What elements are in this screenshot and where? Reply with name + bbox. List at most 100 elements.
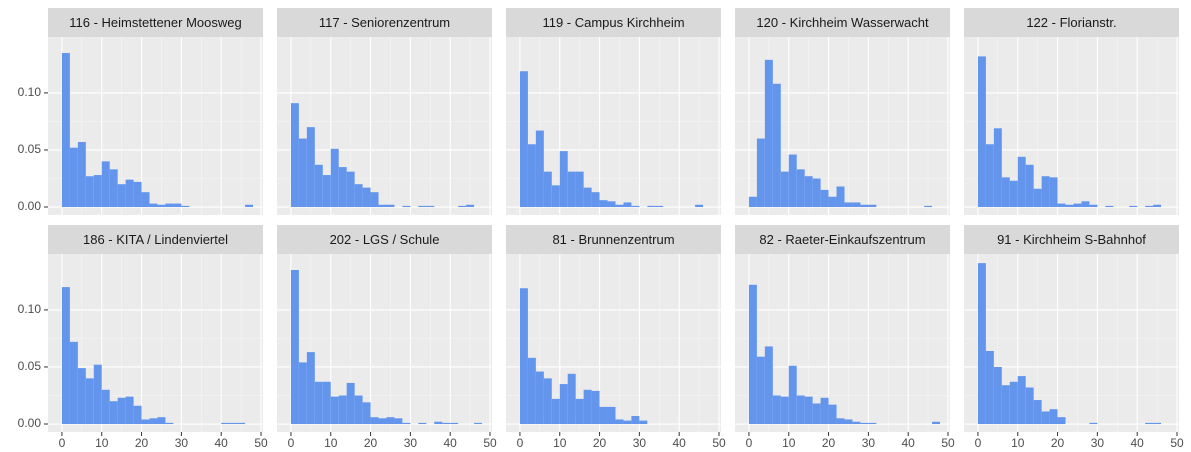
x-tick-label: 40: [673, 436, 687, 450]
bar: [149, 418, 158, 425]
bar: [229, 422, 238, 425]
strip-title: 186 - KITA / Lindenviertel: [83, 232, 228, 247]
bar: [812, 178, 821, 208]
bar: [756, 356, 765, 425]
x-tick-label: 10: [324, 436, 338, 450]
bar: [748, 284, 757, 425]
bar: [631, 416, 640, 425]
strip-background: [506, 8, 721, 37]
bar: [796, 395, 805, 425]
bar: [306, 352, 315, 425]
bar: [173, 203, 182, 208]
bar: [458, 205, 467, 208]
bar: [977, 56, 986, 208]
x-tick-label: 50: [483, 436, 497, 450]
bar: [772, 395, 781, 425]
x-tick-label: 40: [215, 436, 229, 450]
bar: [109, 401, 118, 425]
bar: [844, 419, 853, 425]
bar: [101, 161, 110, 208]
bar: [639, 420, 648, 425]
bar: [298, 138, 307, 208]
bar: [591, 192, 600, 208]
bar: [551, 398, 560, 425]
bar: [117, 397, 126, 425]
bar: [812, 403, 821, 425]
bar: [575, 398, 584, 425]
y-tick-label: 0.10: [18, 85, 42, 99]
bar: [599, 200, 608, 208]
bar: [346, 382, 355, 425]
bar: [125, 179, 134, 208]
bar: [370, 192, 379, 208]
bar: [599, 406, 608, 425]
bar: [1001, 385, 1010, 425]
bar: [133, 405, 142, 425]
bar: [764, 346, 773, 425]
bar: [607, 201, 616, 208]
x-tick-label: 50: [941, 436, 955, 450]
bar: [527, 144, 536, 208]
bar: [543, 378, 552, 425]
bar: [535, 371, 544, 425]
y-tick-label: 0.05: [18, 359, 42, 373]
bar: [985, 350, 994, 425]
bar: [591, 390, 600, 425]
bar: [583, 389, 592, 425]
bar: [543, 171, 552, 208]
x-tick-label: 10: [553, 436, 567, 450]
bar: [583, 187, 592, 208]
bar: [1057, 203, 1066, 208]
bar: [386, 417, 395, 425]
bar: [165, 422, 174, 425]
y-tick-label: 0.00: [18, 416, 42, 430]
bar: [1073, 203, 1082, 208]
bar: [1153, 204, 1162, 208]
bar: [1033, 188, 1042, 208]
strip-title: 116 - Heimstettener Moosweg: [69, 15, 241, 30]
x-tick-label: 20: [364, 436, 378, 450]
bar: [141, 192, 150, 208]
x-tick-label: 20: [135, 436, 149, 450]
strip-background: [506, 225, 721, 254]
bar: [1017, 376, 1026, 425]
bar: [77, 368, 86, 425]
bar: [378, 418, 387, 425]
bar: [1089, 422, 1098, 425]
bar: [924, 205, 933, 208]
bar: [474, 422, 483, 425]
x-tick-label: 20: [1051, 436, 1065, 450]
x-tick-label: 30: [175, 436, 189, 450]
bar: [61, 287, 70, 425]
bar: [567, 373, 576, 425]
bar: [394, 418, 403, 425]
bar: [330, 148, 339, 208]
bar: [133, 181, 142, 208]
bar: [125, 396, 134, 425]
bar: [1009, 180, 1018, 208]
bar: [788, 154, 797, 208]
bar: [695, 204, 704, 208]
bar: [1065, 204, 1074, 208]
bar: [1041, 411, 1050, 425]
bar: [993, 366, 1002, 425]
bar: [117, 184, 126, 208]
bar: [985, 144, 994, 208]
bar: [1041, 176, 1050, 208]
bar: [386, 204, 395, 208]
bar: [647, 205, 656, 208]
x-tick-label: 10: [95, 436, 109, 450]
bar: [237, 422, 246, 425]
y-tick-label: 0.10: [18, 302, 42, 316]
bar: [860, 422, 869, 425]
y-tick-label: 0.05: [18, 142, 42, 156]
bar: [157, 417, 166, 425]
bar: [1025, 164, 1034, 208]
x-tick-label: 10: [1011, 436, 1025, 450]
x-tick-label: 30: [1091, 436, 1105, 450]
bar: [69, 341, 78, 425]
bar: [1001, 177, 1010, 208]
strip-title: 119 - Campus Kirchheim: [542, 15, 684, 30]
bar: [756, 138, 765, 208]
strip-title: 202 - LGS / Schule: [330, 232, 440, 247]
